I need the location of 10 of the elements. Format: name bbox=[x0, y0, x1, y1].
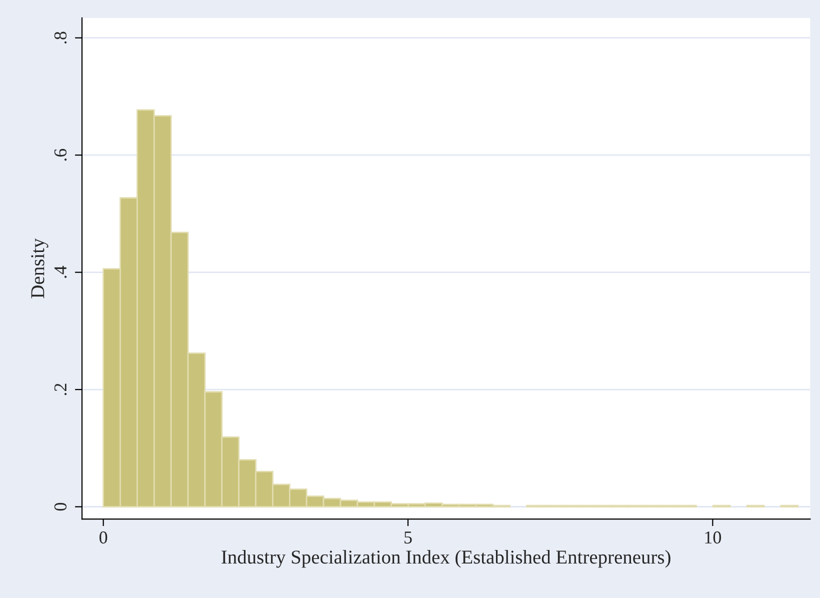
x-tick-label: 10 bbox=[705, 531, 722, 544]
y-tick-label: .4 bbox=[54, 266, 67, 278]
y-tick-label: .6 bbox=[54, 148, 67, 161]
y-tick-label: .2 bbox=[54, 384, 67, 396]
y-axis-title: Density bbox=[31, 238, 48, 298]
x-tick-label: 5 bbox=[404, 532, 412, 544]
x-tick-label: 0 bbox=[100, 531, 108, 544]
y-tick-label: .8 bbox=[54, 32, 67, 44]
y-tick-label: 0 bbox=[54, 502, 67, 511]
x-axis-title: Industry Specialization Index (Established Entrepreneurs) bbox=[222, 550, 670, 568]
